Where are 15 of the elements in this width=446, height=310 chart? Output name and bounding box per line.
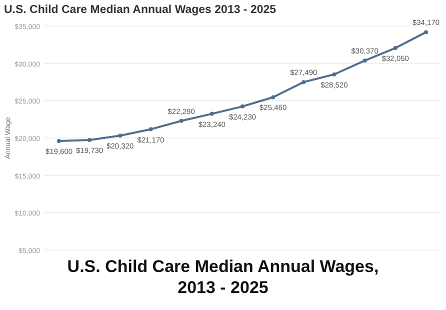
point [57,138,61,143]
point [362,58,367,63]
point [88,138,92,142]
point [179,118,184,123]
point [424,30,428,34]
text: U.S. Child Care Median Annual Wages, 2013 - 2025 [67,257,379,297]
point [332,72,336,76]
chart-title: U.S. Child Care Median Annual Wages 2013 - 2025 [4,4,277,16]
point [118,134,122,138]
point [240,104,244,108]
point [210,112,214,116]
point [148,127,153,132]
point [271,95,276,100]
point [393,46,398,50]
point [302,80,306,84]
